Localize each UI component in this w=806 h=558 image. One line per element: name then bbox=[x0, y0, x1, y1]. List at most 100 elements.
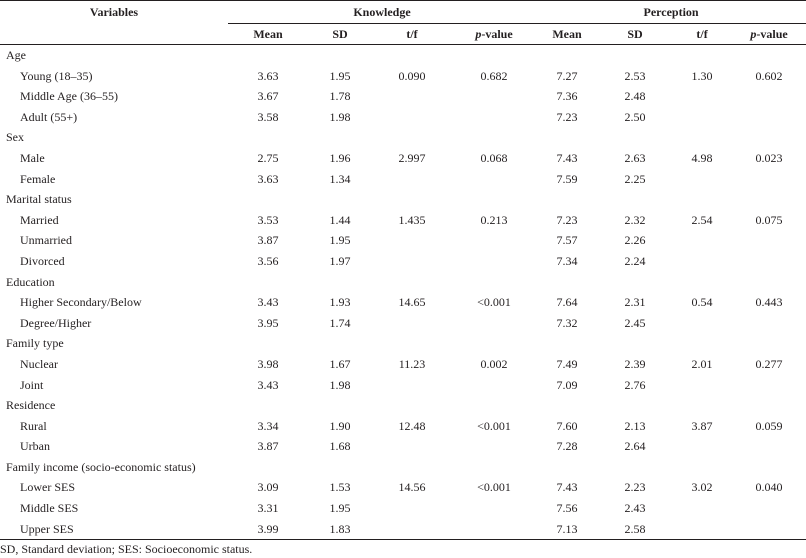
table-row: Nuclear 3.98 1.67 11.23 0.002 7.49 2.39 2.01 0.2… bbox=[0, 354, 806, 375]
group-title-text: Family type bbox=[6, 336, 64, 351]
perception-tf-cell bbox=[672, 498, 732, 519]
knowledge-sd-cell: 1.98 bbox=[329, 109, 351, 124]
perception-sd-cell: 2.58 bbox=[598, 518, 673, 541]
knowledge-pvalue-header: p-value bbox=[452, 23, 537, 45]
perception-pvalue-cell: 0.602 bbox=[755, 68, 783, 83]
group-row: Age bbox=[0, 45, 806, 66]
knowledge-pvalue-cell: 0.068 bbox=[480, 150, 508, 165]
perception-pvalue-cell: 0.059 bbox=[755, 418, 783, 433]
knowledge-sd-cell: 1.83 bbox=[308, 518, 372, 541]
row-label: Young (18–35) bbox=[20, 68, 93, 83]
group-title: Marital status bbox=[0, 189, 806, 210]
knowledge-pvalue-cell: 0.002 bbox=[480, 356, 508, 371]
perception-mean-cell: 7.49 bbox=[556, 356, 578, 371]
group-title: Family type bbox=[0, 333, 806, 354]
perception-tf-cell bbox=[672, 313, 732, 334]
table-row: Higher Secondary/Below 3.43 1.93 14.65 <0.00… bbox=[0, 292, 806, 313]
group-title-text: Age bbox=[6, 48, 26, 62]
perception-mean-cell: 7.23 bbox=[556, 212, 578, 227]
perception-mean-header: Mean bbox=[536, 23, 599, 45]
perception-pvalue-header: p-value bbox=[732, 23, 806, 45]
perception-mean-cell: 7.64 bbox=[556, 295, 578, 310]
group-row: Family type bbox=[0, 333, 806, 354]
group-row: Marital status bbox=[0, 189, 806, 210]
knowledge-sd-cell: 1.95 bbox=[329, 68, 351, 83]
knowledge-mean-cell: 3.63 bbox=[257, 171, 279, 186]
perception-tf-cell bbox=[672, 251, 732, 272]
row-label: Joint bbox=[20, 377, 44, 392]
knowledge-tf-cell: 1.435 bbox=[398, 212, 426, 227]
knowledge-pvalue-cell bbox=[452, 313, 536, 334]
knowledge-tf-cell: 2.997 bbox=[398, 150, 426, 165]
perception-sd-cell: 2.25 bbox=[624, 171, 646, 186]
perception-sd-cell: 2.26 bbox=[624, 233, 646, 248]
perception-mean-cell: 7.60 bbox=[556, 418, 578, 433]
perception-tf-cell: 2.01 bbox=[691, 356, 713, 371]
perception-tf-cell: 0.54 bbox=[691, 295, 713, 310]
perception-tf-cell bbox=[672, 86, 732, 107]
perception-tf-cell: 3.02 bbox=[691, 480, 713, 495]
knowledge-pvalue-cell bbox=[452, 518, 537, 541]
knowledge-sd-cell: 1.97 bbox=[329, 253, 351, 268]
row-label: Urban bbox=[20, 439, 50, 454]
knowledge-pvalue-cell bbox=[452, 375, 536, 396]
knowledge-sd-header: SD bbox=[308, 23, 372, 45]
perception-pvalue-cell: 0.277 bbox=[755, 356, 783, 371]
knowledge-tf-cell bbox=[372, 498, 452, 519]
knowledge-mean-cell: 3.43 bbox=[257, 377, 279, 392]
perception-pvalue-cell bbox=[732, 169, 806, 190]
knowledge-tf-cell: 11.23 bbox=[398, 356, 426, 371]
perception-sd-cell: 2.53 bbox=[624, 68, 646, 83]
perception-pvalue-cell bbox=[732, 107, 806, 128]
knowledge-mean-cell: 3.87 bbox=[257, 233, 279, 248]
row-label: Nuclear bbox=[20, 356, 58, 371]
table-row: Married 3.53 1.44 1.435 0.213 7.23 2.32 2.54 0.0… bbox=[0, 210, 806, 231]
knowledge-sd-cell: 1.95 bbox=[329, 501, 351, 516]
table-row: Middle SES 3.31 1.95 7.56 2.43 bbox=[0, 498, 806, 519]
group-row: Sex bbox=[0, 127, 806, 148]
perception-tf-cell bbox=[672, 436, 732, 457]
table-row: Young (18–35) 3.63 1.95 0.090 0.682 7.27 2.53 1… bbox=[0, 66, 806, 87]
perception-tf-cell: 1.30 bbox=[691, 68, 713, 83]
table-row: Rural 3.34 1.90 12.48 <0.001 7.60 2.13 3.87 0.05… bbox=[0, 416, 806, 437]
knowledge-mean-cell: 3.31 bbox=[257, 501, 279, 516]
knowledge-sd-cell: 1.67 bbox=[329, 356, 351, 371]
perception-sd-cell: 2.63 bbox=[624, 150, 646, 165]
variables-header: Variables bbox=[0, 0, 228, 45]
row-label: Higher Secondary/Below bbox=[20, 295, 142, 310]
perception-pvalue-cell bbox=[732, 518, 806, 541]
knowledge-sd-cell: 1.95 bbox=[329, 233, 351, 248]
knowledge-sd-cell: 1.90 bbox=[329, 418, 351, 433]
perception-sd-cell: 2.45 bbox=[624, 315, 646, 330]
group-row: Residence bbox=[0, 395, 806, 416]
perception-mean-cell: 7.43 bbox=[556, 150, 578, 165]
knowledge-mean-cell: 3.34 bbox=[257, 418, 279, 433]
perception-sd-cell: 2.50 bbox=[624, 109, 646, 124]
results-table: Variables Knowledge Perception Mean SD t… bbox=[0, 0, 806, 541]
row-label: Middle SES bbox=[20, 501, 79, 516]
perception-mean-cell: 7.34 bbox=[556, 253, 578, 268]
group-row: Education bbox=[0, 272, 806, 293]
perception-sd-cell: 2.24 bbox=[624, 253, 646, 268]
p-suffix: -value bbox=[756, 27, 788, 41]
row-label: Male bbox=[20, 150, 45, 165]
perception-sd-cell: 2.43 bbox=[624, 501, 646, 516]
table-row: Joint 3.43 1.98 7.09 2.76 bbox=[0, 375, 806, 396]
perception-mean-cell: 7.27 bbox=[556, 68, 578, 83]
perception-mean-cell: 7.36 bbox=[556, 89, 578, 104]
p-suffix: -value bbox=[481, 27, 513, 41]
knowledge-tf-cell: 12.48 bbox=[398, 418, 426, 433]
perception-pvalue-cell: 0.040 bbox=[755, 480, 783, 495]
knowledge-tf-cell bbox=[372, 230, 452, 251]
row-label: Divorced bbox=[20, 253, 65, 268]
perception-sd-cell: 2.13 bbox=[624, 418, 646, 433]
knowledge-pvalue-cell: <0.001 bbox=[477, 295, 511, 310]
group-row: Family income (socio-economic status) bbox=[0, 457, 806, 478]
table-row: Urban 3.87 1.68 7.28 2.64 bbox=[0, 436, 806, 457]
knowledge-sd-cell: 1.74 bbox=[329, 315, 351, 330]
perception-mean-cell: 7.23 bbox=[556, 109, 578, 124]
knowledge-mean-cell: 3.99 bbox=[228, 518, 308, 541]
group-title-text: Residence bbox=[6, 398, 56, 413]
knowledge-tf-cell bbox=[372, 251, 452, 272]
knowledge-sd-cell: 1.96 bbox=[329, 150, 351, 165]
